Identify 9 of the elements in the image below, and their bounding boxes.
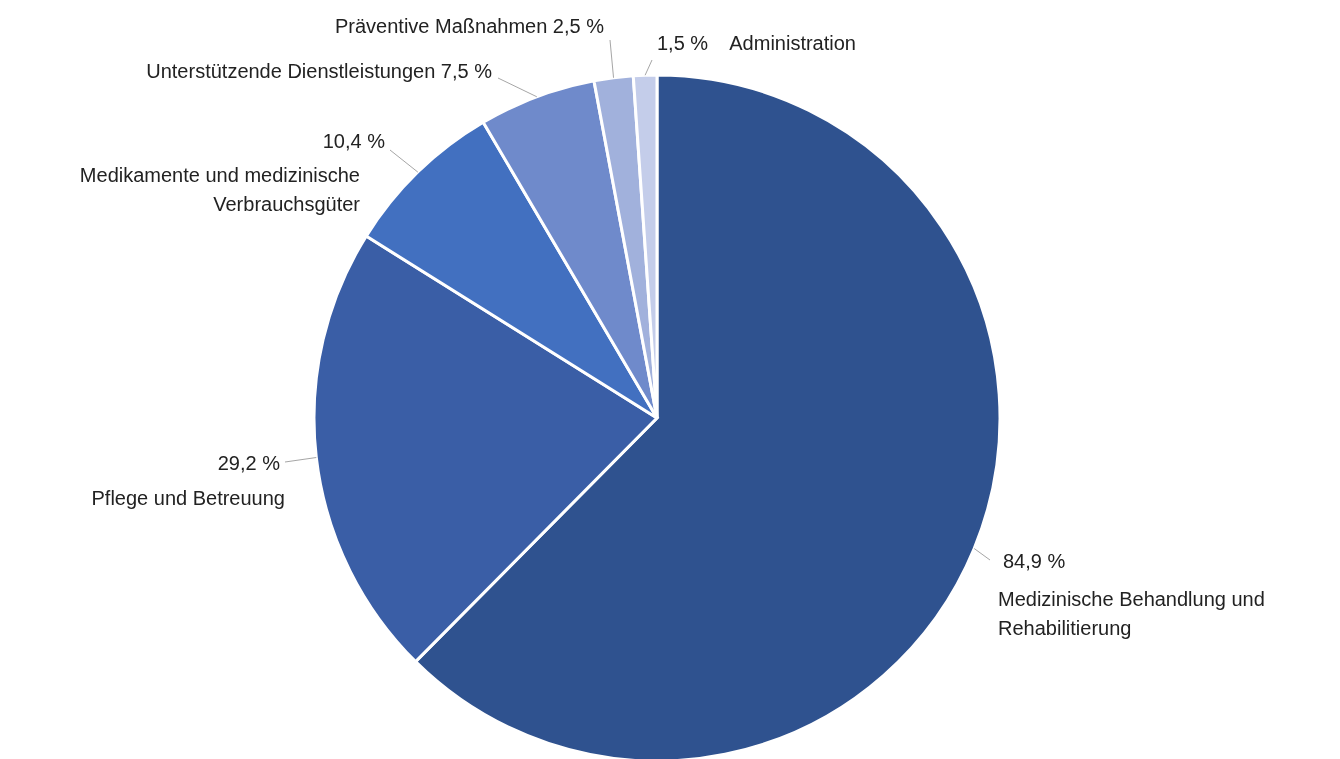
slice-label: Präventive Maßnahmen 2,5 %	[334, 15, 605, 37]
slice-label: 1,5 % Administration	[657, 32, 856, 54]
data-label: 10,4 %	[322, 130, 386, 152]
slice-label: Unterstützende Dienstleistungen 7,5 %	[146, 60, 493, 82]
slice-label: Medizinische Behandlung und Rehabilitierung	[998, 588, 1265, 639]
slice-label: Medikamente und medizinische Verbrauchsgüter	[79, 164, 361, 215]
data-label: 29,2 %	[217, 452, 281, 474]
data-label: 84,9 %	[1003, 550, 1066, 572]
slice-label: Pflege und Betreuung	[91, 487, 285, 509]
